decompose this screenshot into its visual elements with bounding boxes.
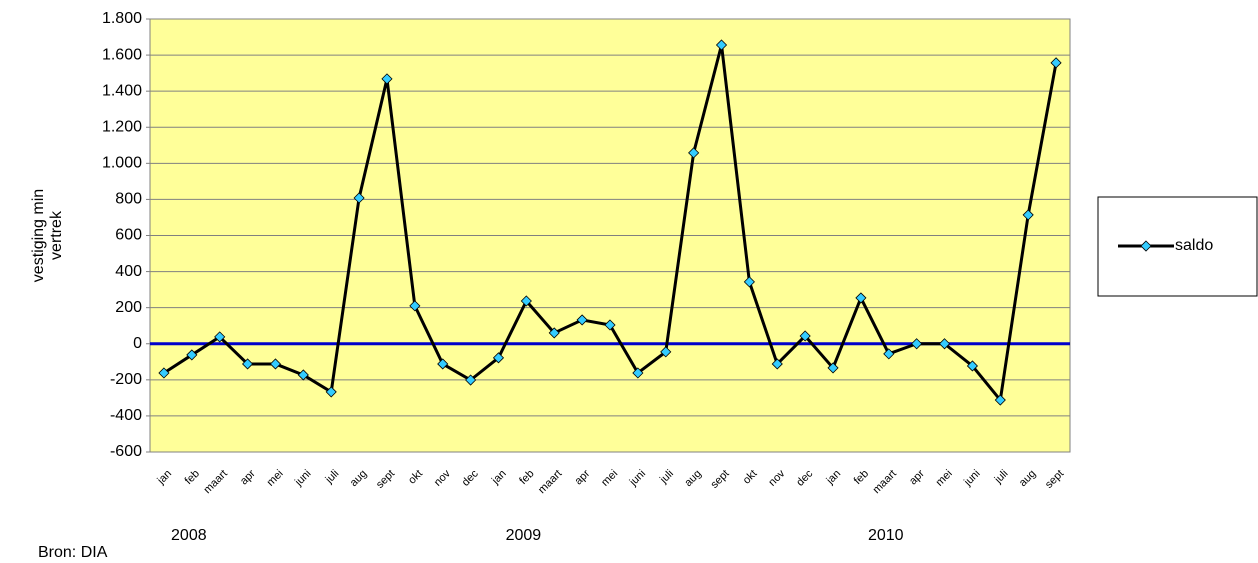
y-tick-label: 0 [133,335,142,352]
x-tick-label: feb [183,468,202,487]
x-tick-label: feb [517,468,536,487]
data-point [325,386,337,398]
x-tick-label: aug [1017,468,1038,489]
year-label: 2010 [868,527,904,544]
x-tick-label: maart [536,468,564,496]
data-point [660,346,672,358]
data-point [1022,209,1034,221]
x-tick-label: okt [406,468,425,487]
data-point [743,276,755,288]
x-tick-label: juni [961,468,982,489]
legend-label: saldo [1175,237,1213,254]
x-tick-label: sept [709,468,732,491]
data-point [158,367,170,379]
legend-box [1097,196,1258,297]
x-tick-label: dec [794,467,815,488]
x-tick-label: juli [323,468,342,487]
data-point [242,358,254,370]
y-axis-title: vestiging min vertrek [30,189,65,282]
x-tick-label: maart [871,468,899,496]
x-tick-label: nov [432,467,453,488]
data-point [632,367,644,379]
data-point [353,192,365,204]
x-tick-label: juli [657,468,676,487]
data-point [715,39,728,51]
y-tick-label: 1.400 [102,82,142,99]
x-tick-label: juni [627,468,648,489]
y-tick-label: 200 [115,299,142,316]
x-tick-label: apr [238,467,258,487]
data-point [214,331,226,343]
y-tick-label: 1.600 [102,46,142,63]
data-point [855,292,867,304]
year-label: 2008 [171,527,207,544]
x-tick-label: nov [766,467,787,488]
x-tick-label: mei [265,468,286,489]
y-tick-label: 1.200 [102,118,142,135]
x-tick-label: jan [489,468,509,488]
x-tick-label: aug [682,468,703,489]
data-point [297,369,309,381]
x-tick-label: mei [599,468,620,489]
data-point [688,147,700,159]
x-tick-label: jan [824,468,844,488]
data-point [186,349,198,361]
data-point [827,362,839,374]
data-point [604,319,616,331]
legend-marker [1140,240,1152,252]
x-tick-label: jan [155,468,175,488]
y-tick-label: 1.800 [102,10,142,27]
y-tick-label: 800 [115,191,142,208]
y-tick-label: 600 [115,227,142,244]
data-point [771,358,783,370]
data-point [548,327,560,339]
x-tick-label: sept [1043,468,1066,491]
data-point [381,73,393,85]
y-tick-label: -400 [110,407,142,424]
x-tick-label: dec [460,467,481,488]
data-point [465,374,477,386]
y-tick-label: -600 [110,443,142,460]
data-point [520,295,532,307]
year-label: 2009 [506,527,542,544]
x-tick-label: juni [292,468,313,489]
y-axis-title-line: vertrek [48,210,65,260]
y-tick-label: 1.000 [102,155,142,172]
x-tick-label: juli [992,468,1011,487]
data-point [799,330,811,342]
y-tick-label: 400 [115,263,142,280]
x-tick-label: okt [741,468,760,487]
data-point [883,348,895,360]
x-tick-label: apr [907,467,927,487]
data-point [994,394,1006,406]
data-point [492,352,505,364]
x-tick-label: sept [374,468,397,491]
data-point [437,358,449,370]
data-point [911,338,923,350]
data-point [576,314,588,326]
data-point [1050,57,1062,69]
x-tick-label: apr [573,467,593,487]
x-tick-label: feb [852,468,871,487]
y-tick-label: -200 [110,371,142,388]
data-point [938,338,951,350]
y-axis-title-line: vestiging min [30,189,47,282]
source-note: Bron: DIA [38,544,108,561]
data-point [409,300,421,312]
x-tick-label: aug [348,468,369,489]
data-point [966,360,978,372]
x-tick-label: maart [202,468,230,496]
data-point [269,358,282,370]
x-tick-label: mei [934,468,955,489]
